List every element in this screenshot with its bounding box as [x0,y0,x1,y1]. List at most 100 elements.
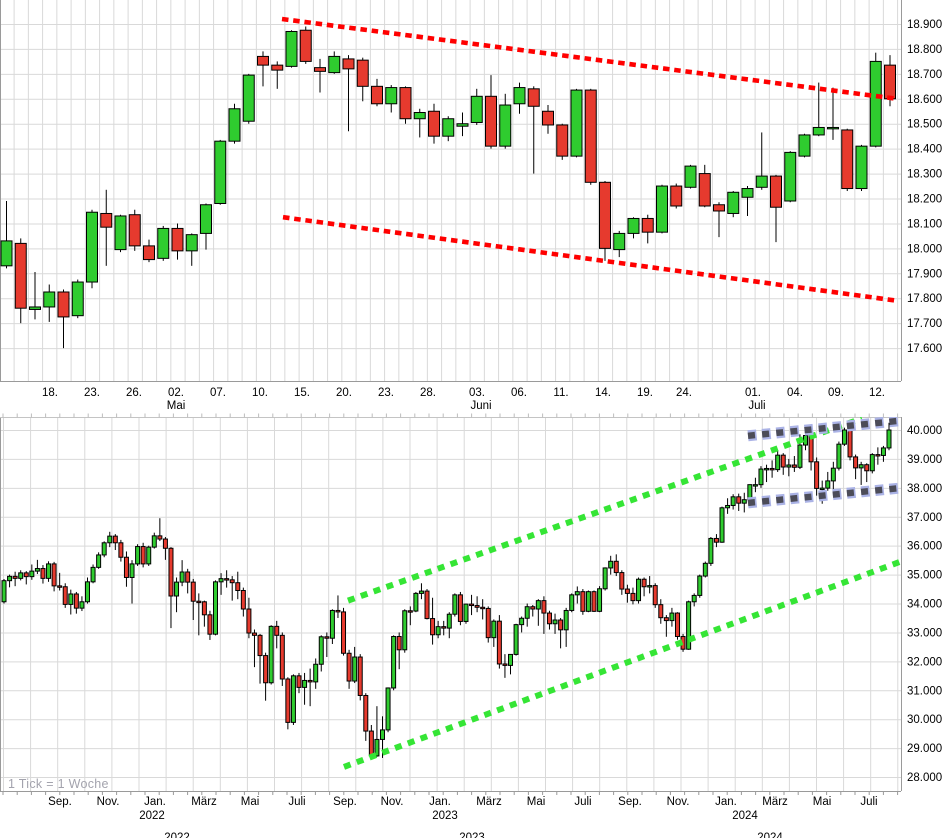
weekly-candlestick-chart[interactable]: 40.000 39.000 38.000 37.000 36.000 35.000 34.0… [0,413,943,838]
weekly-chart-canvas: 40.000 39.000 38.000 37.000 36.000 35.000 34.0… [0,413,942,838]
month-label: Mai [813,796,832,808]
candle-down [541,600,547,614]
month-label: Sep. [48,796,72,808]
price-label: 35.000 [907,570,942,582]
price-label: 18.900 [907,19,942,31]
candle-up [29,570,35,578]
candle-up [608,560,614,569]
month-label: Juli [748,400,765,412]
candle-up [442,118,455,137]
candle-up [784,151,797,202]
candle-up [413,112,426,120]
candle-down [162,538,168,549]
candle-up [456,123,469,127]
candle-down [641,217,654,233]
daily-candlestick-chart[interactable]: 18.900 18.800 18.700 18.600 18.500 18.400 18.3… [0,0,943,413]
date-label: 15. [294,387,310,399]
month-label: Juli [860,796,877,808]
candle-up [391,635,397,689]
date-label: 14. [595,387,611,399]
candle-up [758,468,764,486]
candle-down [713,204,725,212]
candle-down [663,617,669,622]
candle-down [171,227,184,252]
price-label: 18.100 [907,218,942,230]
price-label: 30.000 [907,714,942,726]
candle-down [591,591,597,612]
candle-up [786,464,792,468]
candle-up [499,104,512,147]
candle-down [469,603,475,607]
candle-down [530,606,536,610]
date-label: 12. [869,387,885,399]
candle-down [57,291,70,318]
candle-up [290,675,296,723]
candle-down [207,614,213,635]
candle-down [23,572,29,578]
candle-up [803,434,809,446]
trendlines [281,16,898,304]
candle-up [819,487,825,491]
price-label: 18.000 [907,243,942,255]
price-label: 18.500 [907,119,942,131]
candle-up [402,610,408,651]
candle-down [624,588,630,594]
candle-up [702,562,708,577]
price-label: 32.000 [907,656,942,668]
month-label: Mai [241,796,260,808]
candle-down [658,604,664,619]
date-label: 18. [42,387,58,399]
candle-down [229,579,235,584]
candle-up [213,581,219,635]
year-label-clipped: 2023 [459,832,485,838]
candle-up [755,175,768,188]
candle-down [190,581,196,602]
candle-up [697,575,703,596]
candle-up [96,554,102,568]
candle-up [798,134,811,157]
candle-down [791,464,797,468]
candle-up [218,578,224,583]
candle-up [513,624,519,655]
candle-down [502,663,508,666]
month-label: Mai [527,796,546,808]
candle-up [841,429,847,445]
candle-up [157,227,170,259]
date-label: 11. [553,387,568,399]
candle-up [812,126,825,136]
candle-down [196,600,202,604]
candle-up [84,581,90,603]
candle-up [519,617,525,626]
candle-up [151,535,157,548]
candle-down [769,467,775,471]
candle-up [825,480,831,489]
candle-up [107,535,113,544]
candle-down [371,85,383,105]
channel-upper [346,417,864,604]
month-label: Nov. [381,796,404,808]
candle-up [491,620,497,639]
candle-down [853,456,859,469]
candle-up [214,140,227,204]
candle-down [875,454,881,457]
candle-down [698,173,711,207]
x-axis-labels: Sep. Nov. Jan. März Mai Juli Sep. Nov. Jan. März M… [48,796,877,838]
price-label: 18.700 [907,69,942,81]
candle-up [524,606,530,619]
candle-up [18,572,24,579]
box-upper [747,417,901,439]
candle-down [780,454,786,468]
year-label-clipped: 2022 [164,832,190,838]
year-label: 2023 [432,810,458,822]
price-label: 18.600 [907,94,942,106]
month-label: Sep. [333,796,357,808]
month-label: März [762,796,788,808]
candle-down [14,242,27,309]
candle-up [0,240,13,267]
y-axis-labels: 18.900 18.800 18.700 18.600 18.500 18.400 18.3… [907,19,942,355]
candle-down [279,634,285,680]
price-label: 33.000 [907,627,942,639]
date-label: 04. [787,387,803,399]
upper-resistance [281,16,898,102]
